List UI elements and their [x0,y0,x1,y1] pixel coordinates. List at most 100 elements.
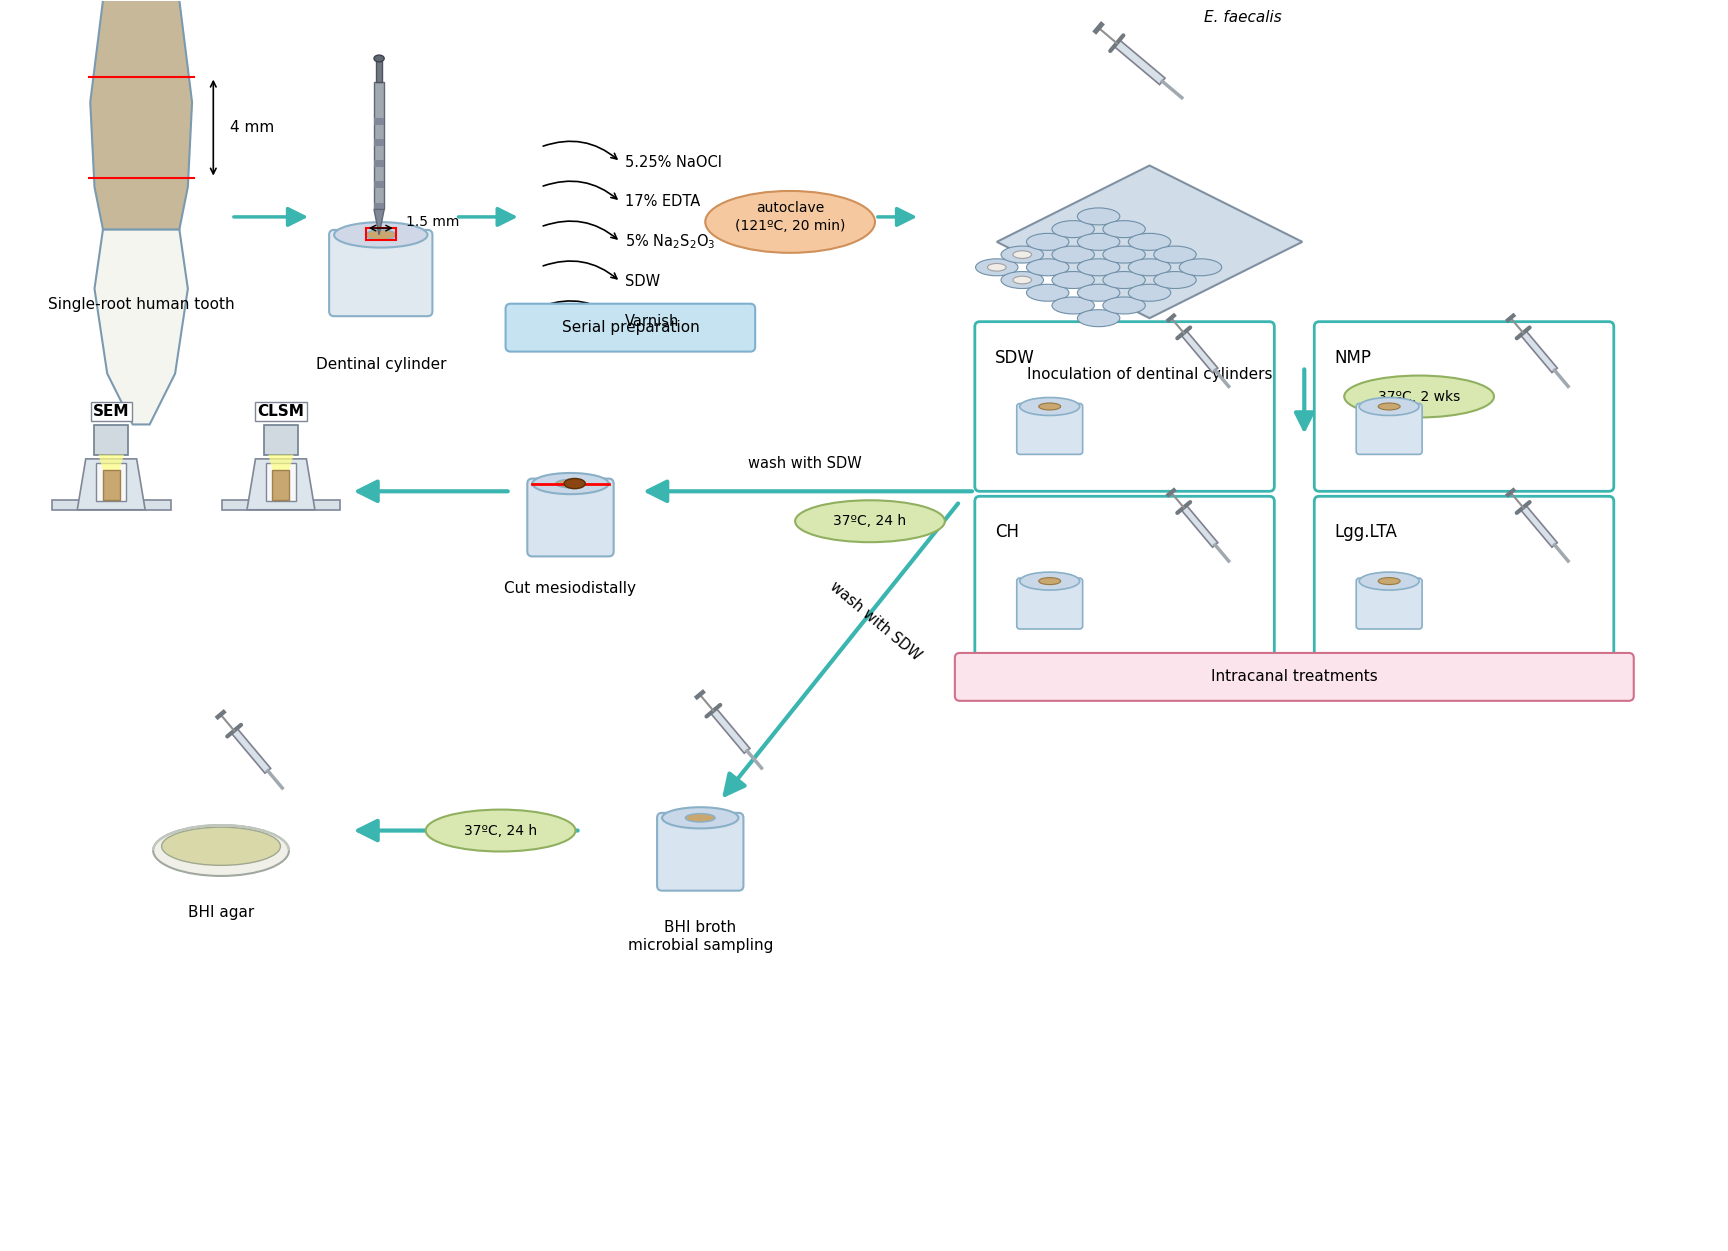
Bar [221,499,340,509]
Ellipse shape [686,813,715,822]
Ellipse shape [1001,246,1044,263]
Polygon shape [1180,330,1218,373]
Polygon shape [373,209,384,235]
Text: Dentinal cylinder: Dentinal cylinder [316,357,446,372]
Polygon shape [1165,488,1177,498]
Bar [273,470,289,499]
Bar [102,470,119,499]
Bar [95,425,128,454]
Ellipse shape [366,230,396,240]
Bar [366,228,396,240]
Ellipse shape [1052,271,1094,289]
Ellipse shape [1128,259,1172,275]
Text: 37ºC, 24 h: 37ºC, 24 h [465,823,537,837]
Text: 37ºC, 24 h: 37ºC, 24 h [833,514,907,528]
Polygon shape [90,0,192,229]
Ellipse shape [532,473,608,494]
Ellipse shape [1154,246,1196,263]
Polygon shape [247,459,314,509]
Ellipse shape [425,809,575,852]
FancyBboxPatch shape [506,304,755,352]
Text: Single-root human tooth: Single-root human tooth [48,296,235,311]
Ellipse shape [1039,403,1061,410]
FancyBboxPatch shape [1356,404,1422,454]
Ellipse shape [334,223,427,248]
Text: E. faecalis: E. faecalis [1204,10,1282,25]
Text: Inoculation of dentinal cylinders: Inoculation of dentinal cylinders [1026,367,1272,382]
Ellipse shape [1178,259,1222,275]
Ellipse shape [1077,208,1120,225]
Text: Cut mesiodistally: Cut mesiodistally [505,582,636,595]
Text: BHI broth
microbial sampling: BHI broth microbial sampling [627,921,772,953]
Ellipse shape [1026,234,1070,250]
Ellipse shape [1077,259,1120,275]
Bar [373,83,384,209]
Polygon shape [95,229,188,424]
Text: 5% Na$_2$S$_2$O$_3$: 5% Na$_2$S$_2$O$_3$ [626,233,715,251]
Text: 1.5 mm: 1.5 mm [406,215,460,229]
Text: SDW: SDW [626,274,660,289]
Ellipse shape [1013,276,1032,284]
Ellipse shape [1020,398,1080,415]
Text: Lgg.LTA: Lgg.LTA [1334,523,1398,542]
Ellipse shape [1039,578,1061,584]
Text: BHI agar: BHI agar [188,906,254,921]
Ellipse shape [1020,572,1080,590]
Bar [264,425,297,454]
Text: 17% EDTA: 17% EDTA [626,194,700,209]
FancyBboxPatch shape [657,813,743,891]
Text: wash with SDW: wash with SDW [748,457,862,472]
Ellipse shape [1360,572,1419,590]
FancyBboxPatch shape [527,479,613,557]
Ellipse shape [1077,310,1120,327]
Ellipse shape [1052,246,1094,263]
Ellipse shape [1013,250,1032,259]
Ellipse shape [1154,271,1196,289]
Polygon shape [1180,505,1218,547]
Text: Serial preparation: Serial preparation [562,320,700,335]
Ellipse shape [1379,578,1400,584]
Ellipse shape [1077,234,1120,250]
Ellipse shape [556,479,586,488]
Polygon shape [268,454,294,499]
Bar [373,160,384,168]
Ellipse shape [705,191,874,253]
Polygon shape [1115,40,1165,85]
FancyBboxPatch shape [975,322,1274,492]
Ellipse shape [162,827,280,866]
Text: autoclave
(121ºC, 20 min): autoclave (121ºC, 20 min) [734,201,845,233]
Ellipse shape [987,264,1006,271]
Ellipse shape [1379,403,1400,410]
Polygon shape [98,454,124,499]
FancyBboxPatch shape [328,230,432,317]
FancyBboxPatch shape [1016,404,1083,454]
Bar [52,499,171,509]
Text: NMP: NMP [1334,349,1372,367]
Ellipse shape [1344,375,1495,418]
Text: 5.25% NaOCl: 5.25% NaOCl [626,155,722,170]
FancyBboxPatch shape [1315,322,1614,492]
Polygon shape [214,709,226,721]
Text: Varnish: Varnish [626,314,679,329]
Ellipse shape [795,500,945,542]
Ellipse shape [1026,259,1070,275]
Polygon shape [1521,330,1557,373]
Bar [373,181,384,188]
Ellipse shape [1052,296,1094,314]
Bar [373,118,384,125]
FancyBboxPatch shape [956,653,1633,701]
FancyBboxPatch shape [1016,578,1083,629]
Ellipse shape [1077,284,1120,301]
Ellipse shape [154,826,289,876]
Polygon shape [997,165,1303,318]
Ellipse shape [1360,398,1419,415]
Polygon shape [1521,505,1557,547]
Text: Intracanal treatments: Intracanal treatments [1211,669,1377,684]
FancyBboxPatch shape [1356,578,1422,629]
Polygon shape [1165,313,1177,323]
Polygon shape [232,728,271,773]
Text: 37ºC, 2 wks: 37ºC, 2 wks [1377,389,1460,404]
Ellipse shape [1052,220,1094,238]
Ellipse shape [662,807,738,828]
Ellipse shape [1128,234,1172,250]
